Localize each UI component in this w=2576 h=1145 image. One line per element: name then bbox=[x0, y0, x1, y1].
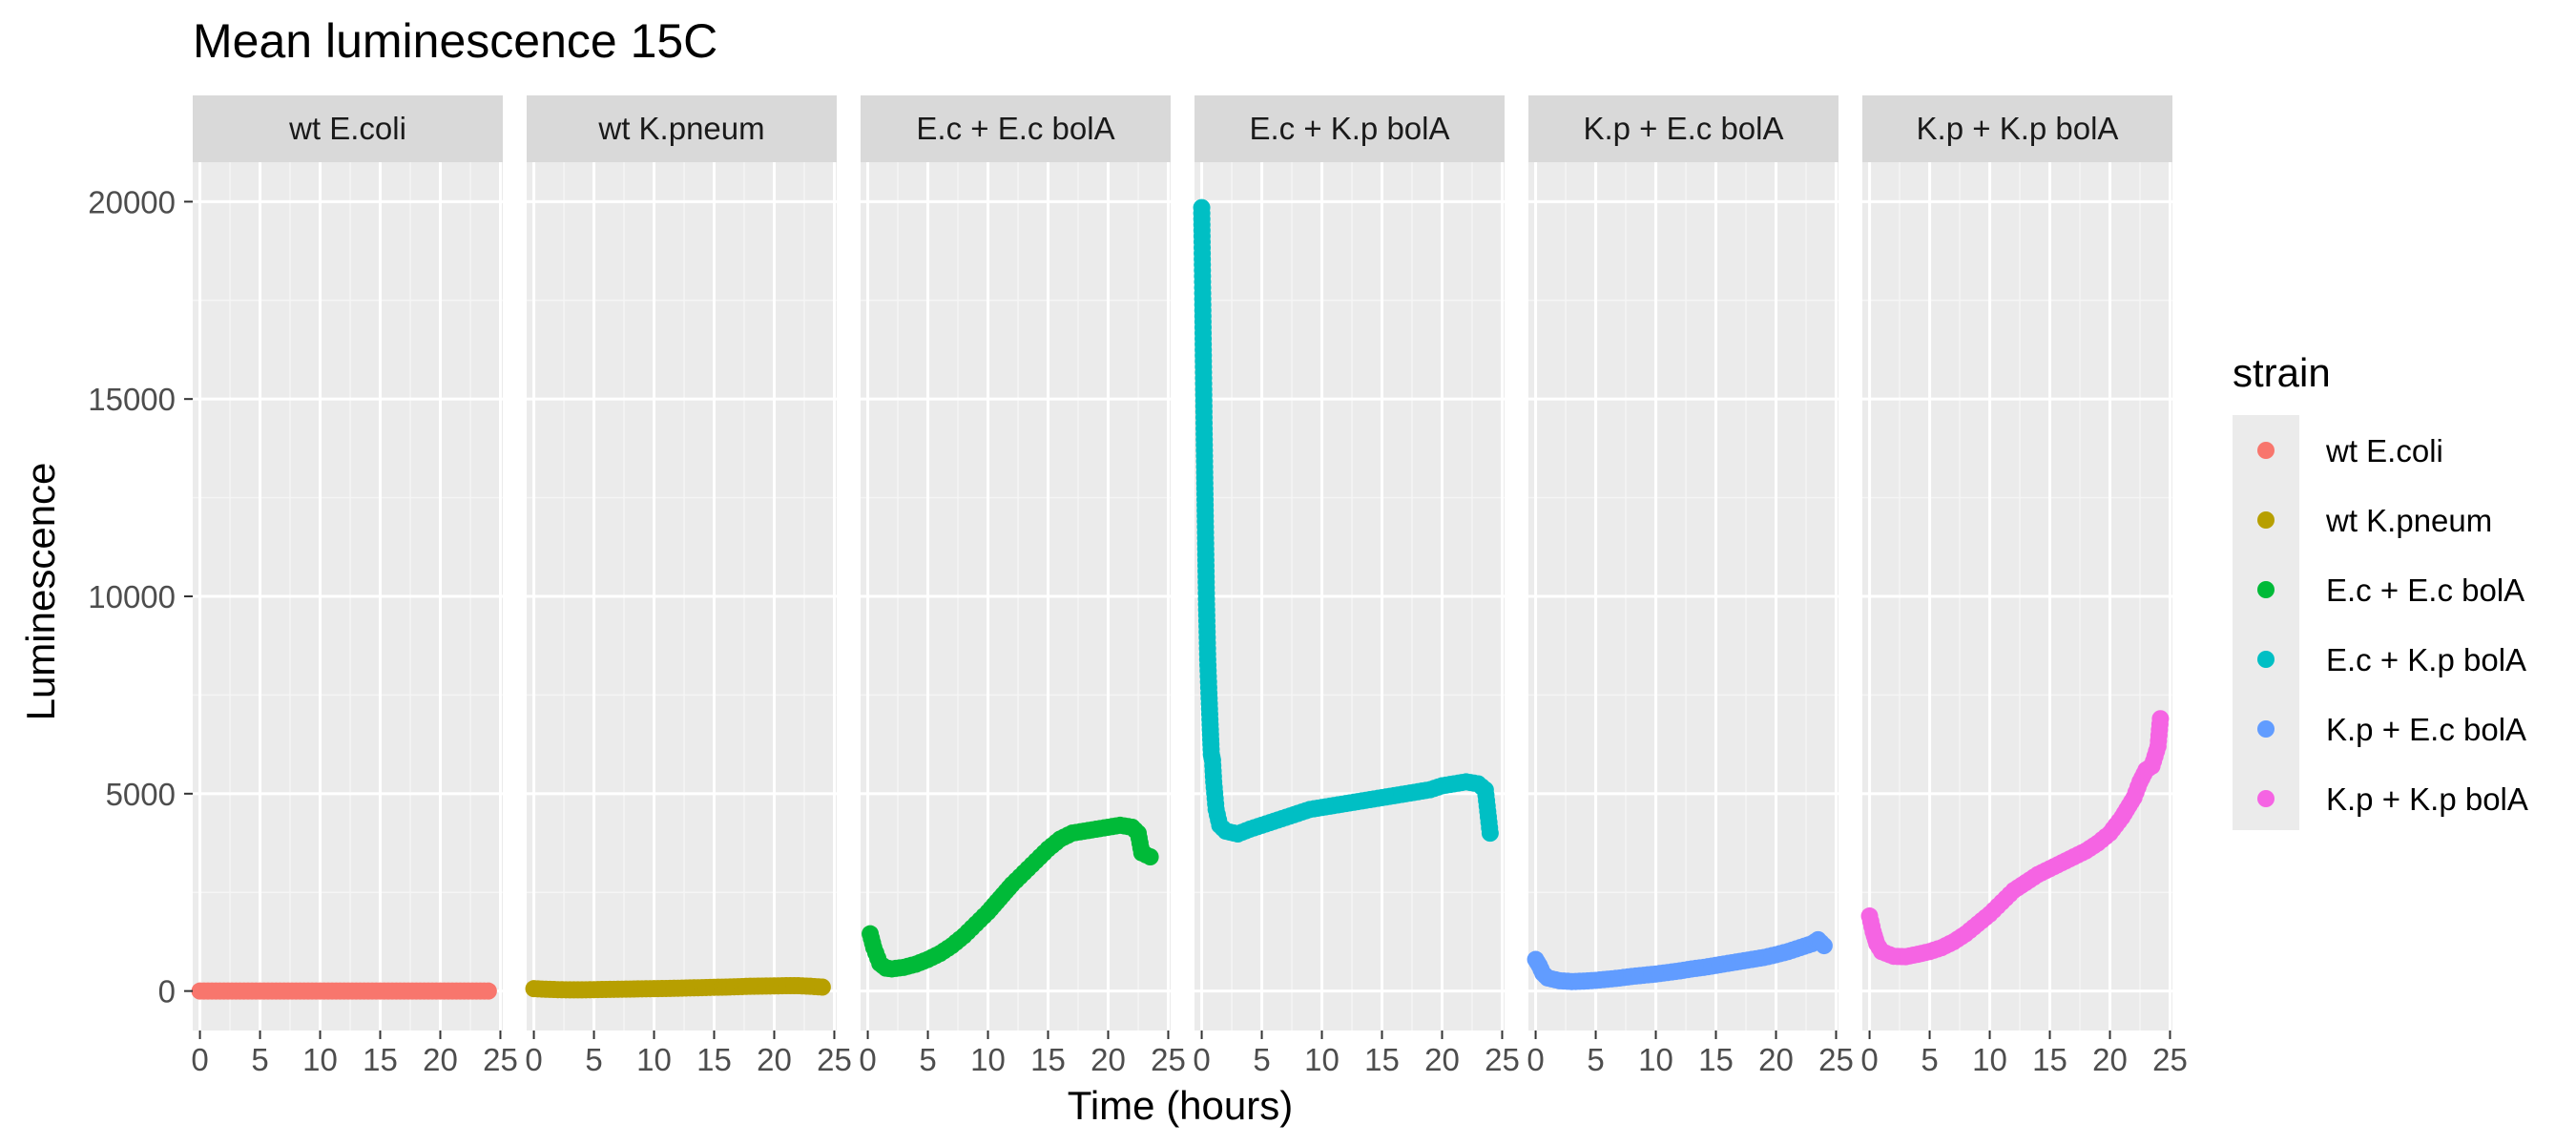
x-tick-label: 5 bbox=[1253, 1042, 1270, 1077]
x-tick-label: 20 bbox=[1424, 1042, 1460, 1077]
legend-label: wt E.coli bbox=[2325, 433, 2443, 468]
facet-strip-label: E.c + E.c bolA bbox=[916, 111, 1114, 146]
y-tick-label: 20000 bbox=[88, 184, 176, 219]
facet-strip-label: wt E.coli bbox=[288, 111, 406, 146]
x-tick-label: 5 bbox=[251, 1042, 268, 1077]
x-tick-label: 20 bbox=[2092, 1042, 2128, 1077]
legend-key bbox=[2257, 720, 2275, 738]
facet-strip bbox=[1862, 95, 2172, 162]
x-tick-label: 15 bbox=[1364, 1042, 1400, 1077]
legend-key bbox=[2257, 511, 2275, 529]
x-tick-label: 10 bbox=[302, 1042, 338, 1077]
x-tick-label: 0 bbox=[1527, 1042, 1544, 1077]
x-tick-label: 25 bbox=[1485, 1042, 1520, 1077]
legend-key bbox=[2257, 581, 2275, 598]
data-point bbox=[479, 982, 497, 1000]
facet-panel: wt E.coli 0 5 10 15 20 25 bbox=[191, 95, 518, 1077]
facet-strip bbox=[527, 95, 837, 162]
x-tick-label: 25 bbox=[1151, 1042, 1186, 1077]
legend-title: strain bbox=[2233, 350, 2331, 395]
legend-label: wt K.pneum bbox=[2325, 503, 2492, 538]
x-tick-label: 10 bbox=[636, 1042, 672, 1077]
x-tick-label: 10 bbox=[1638, 1042, 1673, 1077]
x-tick-label: 0 bbox=[859, 1042, 876, 1077]
facet-strip bbox=[861, 95, 1171, 162]
x-tick-label: 10 bbox=[1304, 1042, 1340, 1077]
x-tick-label: 0 bbox=[1860, 1042, 1878, 1077]
legend-label: E.c + K.p bolA bbox=[2326, 642, 2526, 677]
y-axis-title: Luminescence bbox=[18, 463, 63, 721]
y-tick-label: 5000 bbox=[106, 777, 176, 812]
legend-label: E.c + E.c bolA bbox=[2326, 572, 2524, 608]
x-tick-label: 0 bbox=[1193, 1042, 1210, 1077]
facet-panel: K.p + E.c bolA 0 5 10 15 20 25 bbox=[1527, 95, 1854, 1077]
facet-strip bbox=[193, 95, 503, 162]
x-tick-label: 15 bbox=[363, 1042, 398, 1077]
x-tick-label: 5 bbox=[1587, 1042, 1604, 1077]
x-tick-label: 25 bbox=[817, 1042, 852, 1077]
legend-key bbox=[2257, 651, 2275, 668]
legend-key bbox=[2257, 790, 2275, 807]
x-tick-label: 25 bbox=[2152, 1042, 2188, 1077]
data-point bbox=[1481, 824, 1499, 843]
data-point bbox=[813, 978, 831, 996]
x-tick-label: 20 bbox=[1091, 1042, 1126, 1077]
facet-strip bbox=[1195, 95, 1505, 162]
legend-label: K.p + E.c bolA bbox=[2326, 712, 2526, 747]
x-tick-label: 5 bbox=[585, 1042, 602, 1077]
x-tick-label: 15 bbox=[1698, 1042, 1734, 1077]
x-tick-label: 15 bbox=[2032, 1042, 2067, 1077]
legend-label: K.p + K.p bolA bbox=[2326, 781, 2528, 817]
facet-panel: K.p + K.p bolA 0 5 10 15 20 25 bbox=[1860, 95, 2188, 1077]
facet-strip-label: K.p + K.p bolA bbox=[1917, 111, 2119, 146]
x-tick-label: 10 bbox=[970, 1042, 1006, 1077]
y-tick-label: 0 bbox=[158, 974, 176, 1010]
x-tick-label: 20 bbox=[757, 1042, 792, 1077]
legend-items: wt E.coli wt K.pneum E.c + E.c bolA E.c + K… bbox=[2257, 433, 2528, 817]
chart-title: Mean luminescence 15C bbox=[193, 14, 717, 68]
facet-panel: E.c + K.p bolA 0 5 10 15 20 25 bbox=[1193, 95, 1520, 1077]
x-tick-label: 20 bbox=[423, 1042, 458, 1077]
x-tick-label: 10 bbox=[1972, 1042, 2007, 1077]
x-tick-label: 0 bbox=[525, 1042, 542, 1077]
facet-strip-label: K.p + E.c bolA bbox=[1583, 111, 1783, 146]
x-tick-label: 15 bbox=[696, 1042, 732, 1077]
x-tick-label: 25 bbox=[1818, 1042, 1854, 1077]
facet-panel: E.c + E.c bolA 0 5 10 15 20 25 bbox=[859, 95, 1186, 1077]
x-tick-label: 0 bbox=[191, 1042, 208, 1077]
facet-panel: wt K.pneum 0 5 10 15 20 25 bbox=[525, 95, 852, 1077]
x-tick-label: 5 bbox=[919, 1042, 936, 1077]
data-point bbox=[1815, 937, 1833, 955]
x-axis-title: Time (hours) bbox=[1068, 1083, 1293, 1128]
y-tick-label: 10000 bbox=[88, 579, 176, 614]
y-axis: 0 5000 10000 15000 20000 bbox=[88, 184, 193, 1010]
data-point bbox=[2151, 710, 2170, 728]
facet-strip bbox=[1528, 95, 1839, 162]
legend: strain wt E.coli wt K.pneum E.c + E.c bolA… bbox=[2233, 350, 2528, 830]
data-point bbox=[1141, 848, 1159, 865]
x-tick-label: 20 bbox=[1758, 1042, 1794, 1077]
legend-key-background bbox=[2233, 415, 2299, 830]
x-tick-label: 5 bbox=[1921, 1042, 1938, 1077]
y-tick-label: 15000 bbox=[88, 382, 176, 417]
legend-key bbox=[2257, 442, 2275, 459]
facet-strip-label: wt K.pneum bbox=[597, 111, 764, 146]
x-tick-label: 15 bbox=[1030, 1042, 1066, 1077]
x-tick-label: 25 bbox=[483, 1042, 518, 1077]
facet-strip-label: E.c + K.p bolA bbox=[1249, 111, 1449, 146]
